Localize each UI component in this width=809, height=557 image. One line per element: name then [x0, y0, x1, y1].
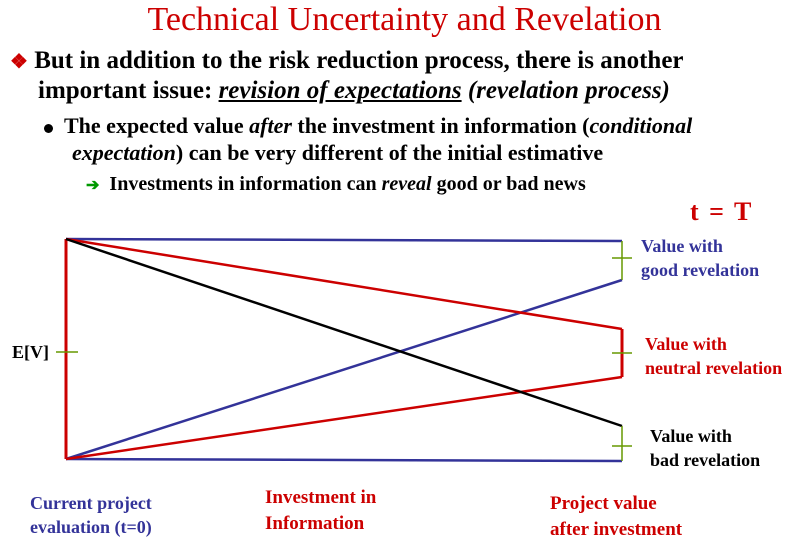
- bullet-2-text-f: ) can be very different of the initial e…: [175, 140, 604, 165]
- bullet-3: ➔ Investments in information can reveal …: [86, 172, 586, 198]
- investment-label: Investment in Information: [265, 485, 376, 537]
- investment-label-line-2: Information: [265, 513, 365, 534]
- blue-line-bottom: [65, 457, 623, 463]
- black-line-falling: [65, 237, 623, 428]
- bullet-2-text-b: after: [249, 113, 292, 138]
- bad-label-line-1: Value with: [650, 426, 732, 446]
- diamond-bullet-icon: ❖: [10, 51, 28, 73]
- project-label-line-1: Project value: [550, 493, 657, 514]
- time-label: t = T: [690, 197, 754, 226]
- bullet-1-underlined-text: revision of expectations: [218, 77, 462, 104]
- neutral-revelation-label: Value with neutral revelation: [645, 332, 782, 380]
- ev-label: E[V]: [12, 342, 49, 362]
- bullet-1: ❖ But in addition to the risk reduction …: [10, 46, 684, 77]
- bullet-1-line-1: But in addition to the risk reduction pr…: [34, 47, 684, 74]
- bullet-1-line-2: important issue: revision of expectation…: [38, 76, 670, 106]
- good-revelation-label: Value with good revelation: [641, 234, 759, 282]
- bullet-2-text-d: conditional: [589, 113, 693, 138]
- current-evaluation-label: Current project evaluation (t=0): [30, 491, 152, 539]
- current-label-line-2: evaluation (t=0): [30, 517, 152, 537]
- bullet-2-text-a: The expected value: [64, 113, 250, 138]
- bullet-1-text-end: (revelation process): [461, 77, 670, 104]
- bullet-2: The expected value after the investment …: [44, 113, 692, 139]
- good-label-line-1: Value with: [641, 236, 723, 256]
- blue-line-top: [65, 237, 623, 243]
- current-label-line-1: Current project: [30, 493, 152, 513]
- red-line-rising: [65, 375, 623, 461]
- good-label-line-2: good revelation: [641, 260, 760, 280]
- neutral-label-line-1: Value with: [645, 334, 727, 354]
- bad-label-line-2: bad revelation: [650, 450, 761, 470]
- bullet-2-text-e: expectation: [72, 140, 176, 165]
- bullet-3-text-c: good or bad news: [431, 173, 586, 195]
- bullet-2-line-2: expectation) can be very different of th…: [72, 140, 603, 166]
- investment-label-line-1: Investment in: [265, 487, 377, 508]
- bullet-3-text-a: Investments in information can: [109, 173, 382, 195]
- bullet-3-text-b: reveal: [381, 173, 432, 195]
- bad-revelation-label: Value with bad revelation: [650, 424, 760, 472]
- neutral-label-line-2: neutral revelation: [645, 358, 783, 378]
- bullet-2-text-c: the investment in information (: [291, 113, 590, 138]
- bullet-1-text-start: important issue:: [38, 77, 219, 104]
- blue-line-rising: [65, 278, 623, 461]
- project-label-line-2: after investment: [550, 519, 683, 540]
- dot-bullet-icon: [44, 124, 53, 133]
- red-line-falling: [65, 237, 623, 331]
- slide-title: Technical Uncertainty and Revelation: [147, 1, 662, 38]
- project-value-label: Project value after investment: [550, 491, 682, 543]
- arrow-bullet-icon: ➔: [86, 177, 100, 194]
